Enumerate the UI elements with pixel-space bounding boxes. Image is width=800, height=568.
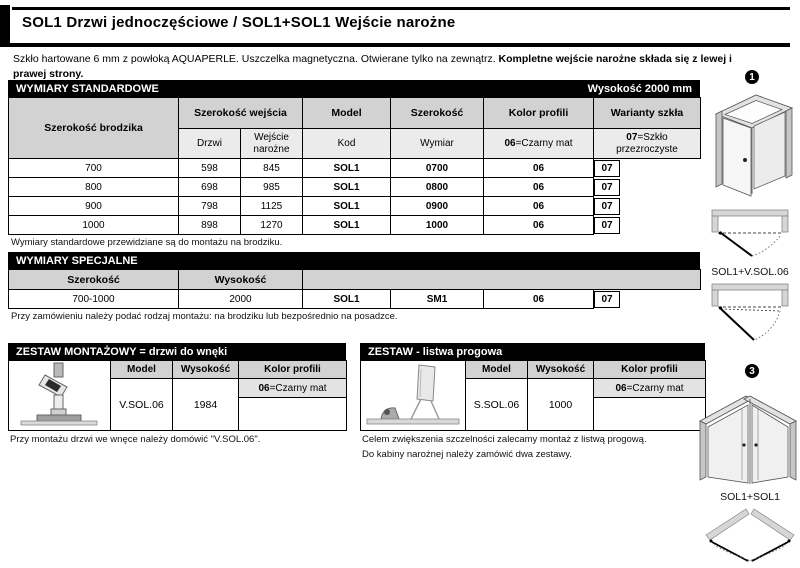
subheader-glass-code: 07=Szkło przezroczyste (593, 128, 701, 159)
subheader-kolor-code: 06=Czarny mat (483, 128, 594, 159)
kit-niche-height-value: 1984 (172, 378, 239, 431)
kit-sill-note-1: Celem zwiększenia szczelności zalecamy m… (362, 434, 647, 445)
title-top-rule (12, 7, 790, 10)
col-header-warianty: Warianty szkła (593, 97, 701, 129)
kit-niche-table: Model Wysokość Kolor profili V.SOL.06 19… (8, 360, 347, 431)
iso-single-door-diagram (714, 94, 794, 197)
intro-normal: Szkło hartowane 6 mm z powłoką AQUAPERLE… (13, 53, 499, 65)
subheader-wymiar: Wymiar (390, 128, 484, 159)
kit-sill-model-value: S.SOL.06 (465, 378, 528, 431)
kit-niche-model-value: V.SOL.06 (110, 378, 173, 431)
iso-corner-entry-diagram (699, 395, 797, 484)
special-col-szerokosc: Szerokość (8, 269, 179, 290)
col-header-brodzik: Szerokość brodzika (8, 97, 179, 159)
wall-profile-illustration (8, 360, 111, 431)
glass-code-box: 07 (594, 159, 620, 177)
glass-code-box: 07 (594, 216, 620, 234)
plan-view-corner-diagram (705, 508, 795, 562)
kit-sill-col-model: Model (465, 360, 528, 379)
page-title: SOL1 Drzwi jednoczęściowe / SOL1+SOL1 We… (22, 14, 456, 31)
special-table: Szerokość Wysokość 700-1000 2000 SOL1 SM… (8, 269, 701, 309)
kit-sill-empty-cell (593, 397, 706, 431)
kit-sill-note-2: Do kabiny narożnej należy zamówić dwa ze… (362, 449, 572, 460)
intro-bold: Kompletne wejście narożne składa się z l… (13, 53, 732, 80)
kit-sill-kolor-value: 06=Czarny mat (593, 378, 706, 398)
subheader-narozne: Wejście narożne (240, 128, 303, 159)
special-section-title: WYMIARY SPECJALNE (16, 254, 138, 267)
special-col-wysokosc: Wysokość (178, 269, 303, 290)
kit-niche-kolor-value: 06=Czarny mat (238, 378, 347, 398)
col-header-szerokosc: Szerokość (390, 97, 484, 129)
kit-niche-note: Przy montażu drzwi we wnęce należy domów… (10, 434, 261, 445)
kit-niche-bar: ZESTAW MONTAŻOWY = drzwi do wnęki (8, 343, 346, 360)
table-row: 900 798 1125 SOL1 0900 06 07 (8, 196, 701, 216)
kit-sill-title: ZESTAW - listwa progowa (368, 345, 503, 358)
table-row: 700 598 845 SOL1 0700 06 07 (8, 158, 701, 178)
diagram-badge-1: 1 (745, 70, 759, 84)
sill-strip-icon (366, 364, 459, 425)
intro-text: Szkło hartowane 6 mm z powłoką AQUAPERLE… (13, 52, 765, 81)
plan-view-niche-diagram (711, 209, 789, 257)
kit-sill-bar: ZESTAW - listwa progowa (360, 343, 705, 360)
diagram-label-niche: SOL1+V.SOL.06 (711, 266, 789, 278)
col-header-kolor: Kolor profili (483, 97, 594, 129)
title-bottom-rule (0, 43, 790, 47)
subheader-kod: Kod (302, 128, 391, 159)
standard-note: Wymiary standardowe przewidziane są do m… (11, 237, 283, 248)
glass-code-box: 07 (594, 197, 620, 215)
special-section-bar: WYMIARY SPECJALNE (8, 252, 700, 269)
glass-code-box: 07 (594, 178, 620, 196)
sill-strip-illustration (360, 360, 466, 431)
col-header-wejscie: Szerokość wejścia (178, 97, 303, 129)
title-left-black-bar (0, 5, 10, 47)
col-header-model: Model (302, 97, 391, 129)
kit-sill-table: Model Wysokość Kolor profili S.SOL.06 10… (360, 360, 706, 431)
diagram-badge-3: 3 (745, 364, 759, 378)
special-note: Przy zamówieniu należy podać rodzaj mont… (11, 311, 398, 322)
kit-sill-height-value: 1000 (527, 378, 594, 431)
special-col-empty (302, 269, 701, 290)
glass-code-box: 07 (594, 290, 620, 308)
kit-niche-title: ZESTAW MONTAŻOWY = drzwi do wnęki (16, 345, 228, 358)
standard-table: Szerokość brodzika Szerokość wejścia Mod… (8, 97, 701, 235)
kit-niche-empty-cell (238, 397, 347, 431)
subheader-drzwi: Drzwi (178, 128, 241, 159)
table-row: 800 698 985 SOL1 0800 06 07 (8, 177, 701, 197)
plan-view-swing-diagram (711, 283, 789, 341)
kit-sill-col-kolor: Kolor profili (593, 360, 706, 379)
diagram-label-corner: SOL1+SOL1 (720, 491, 780, 503)
table-row: 700-1000 2000 SOL1 SM1 06 07 (8, 289, 701, 309)
kit-niche-col-kolor: Kolor profili (238, 360, 347, 379)
wall-profile-icon (20, 362, 97, 426)
standard-height-note: Wysokość 2000 mm (587, 82, 692, 95)
kit-sill-col-wysokosc: Wysokość (527, 360, 594, 379)
table-row: 1000 898 1270 SOL1 1000 06 07 (8, 215, 701, 235)
kit-niche-col-wysokosc: Wysokość (172, 360, 239, 379)
standard-section-bar: WYMIARY STANDARDOWE Wysokość 2000 mm (8, 80, 700, 97)
standard-section-title: WYMIARY STANDARDOWE (16, 82, 159, 95)
kit-niche-col-model: Model (110, 360, 173, 379)
